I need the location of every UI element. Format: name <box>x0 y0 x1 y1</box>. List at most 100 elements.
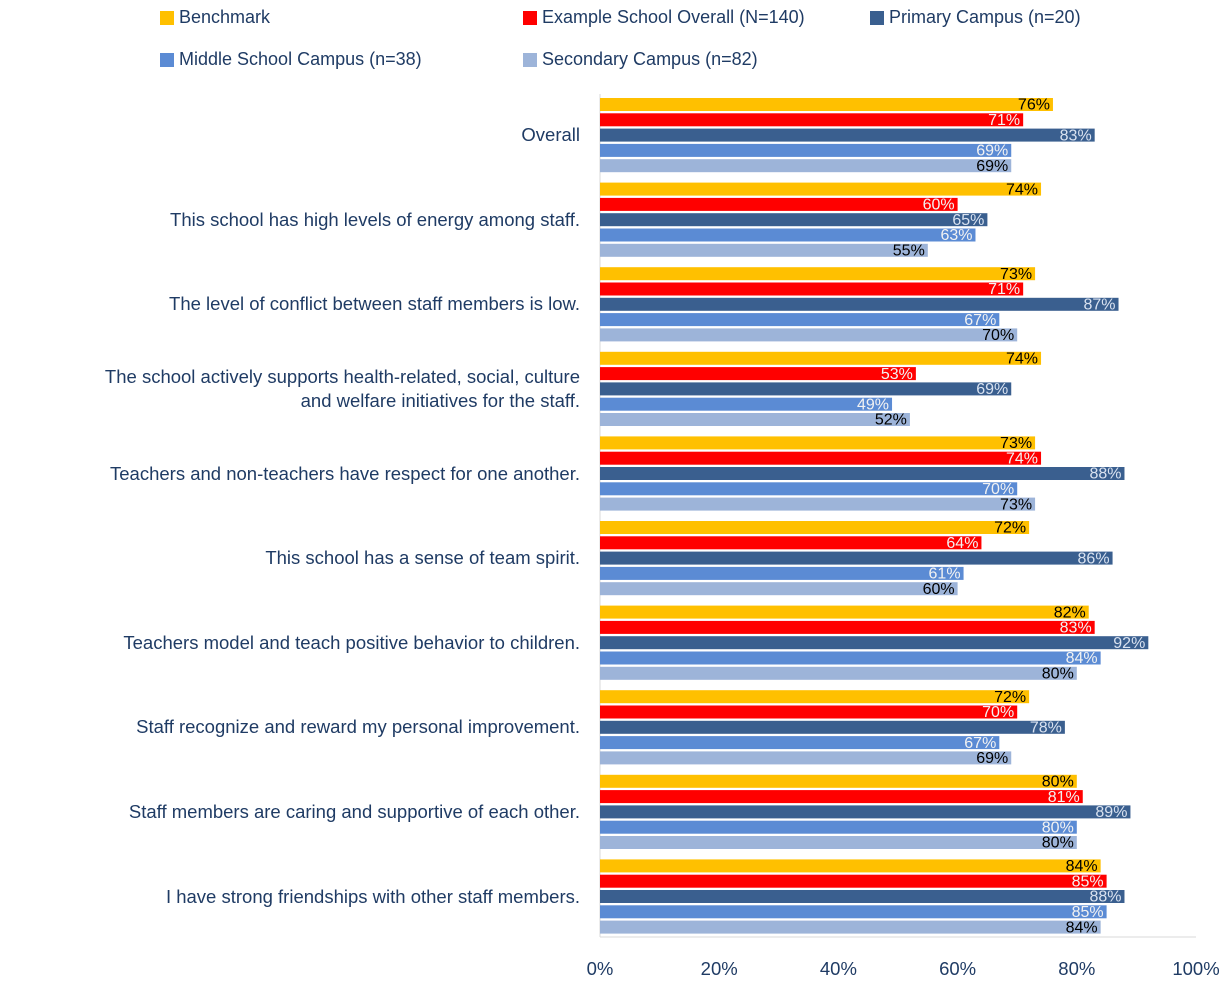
x-tick-label: 20% <box>701 958 738 979</box>
legend-swatch <box>160 11 174 25</box>
data-label: 81% <box>1048 789 1080 806</box>
data-label: 67% <box>964 312 996 329</box>
data-label: 80% <box>1042 774 1074 791</box>
bar <box>600 890 1125 903</box>
bar <box>600 582 958 596</box>
bar <box>600 367 916 381</box>
category-label: The school actively supports health-rela… <box>104 366 580 412</box>
data-label: 69% <box>976 158 1008 175</box>
bar <box>600 666 1077 680</box>
data-label: 53% <box>881 366 913 383</box>
data-label: 80% <box>1042 835 1074 852</box>
data-label: 60% <box>923 581 955 598</box>
data-label: 74% <box>1006 351 1038 368</box>
data-label: 84% <box>1066 919 1098 936</box>
data-label: 69% <box>976 381 1008 398</box>
data-label: 74% <box>1006 450 1038 467</box>
category-label: Staff members are caring and supportive … <box>128 801 580 823</box>
bar <box>600 836 1077 849</box>
data-label: 80% <box>1042 819 1074 836</box>
data-label: 78% <box>1030 720 1062 737</box>
data-label: 70% <box>982 704 1014 721</box>
data-label: 72% <box>994 520 1026 537</box>
data-label: 52% <box>875 412 907 429</box>
bar <box>600 436 1036 450</box>
bar <box>600 805 1131 819</box>
bar <box>600 636 1149 650</box>
data-label: 73% <box>1000 496 1032 513</box>
data-label: 61% <box>929 566 961 583</box>
bar <box>600 536 982 550</box>
data-label: 83% <box>1060 127 1092 144</box>
data-label: 70% <box>982 481 1014 498</box>
bar <box>600 720 1065 734</box>
category-label: This school has a sense of team spirit. <box>265 547 580 569</box>
x-tick-label: 80% <box>1058 958 1095 979</box>
legend-label: Benchmark <box>179 7 271 27</box>
bar <box>600 282 1024 296</box>
bar <box>600 98 1053 111</box>
category-label: The level of conflict between staff memb… <box>169 293 580 315</box>
bar <box>600 197 958 211</box>
data-label: 88% <box>1089 889 1121 906</box>
category-label: This school has high levels of energy am… <box>170 208 580 230</box>
category-label: I have strong friendships with other sta… <box>165 885 580 907</box>
bar <box>600 859 1101 873</box>
data-label: 73% <box>1000 266 1032 283</box>
data-label: 86% <box>1078 550 1110 567</box>
data-label: 71% <box>988 281 1020 298</box>
data-label: 83% <box>1060 620 1092 637</box>
bar <box>600 143 1012 157</box>
data-label: 65% <box>952 212 984 229</box>
bar <box>600 397 893 411</box>
bar <box>600 820 1077 834</box>
legend-label: Example School Overall (N=140) <box>542 7 805 27</box>
bar <box>600 113 1024 127</box>
bar <box>600 213 988 227</box>
bar <box>600 243 928 257</box>
data-label: 85% <box>1072 873 1104 890</box>
data-label: 84% <box>1066 650 1098 667</box>
bar <box>600 774 1077 788</box>
data-label: 76% <box>1018 97 1050 114</box>
bar <box>600 551 1113 565</box>
bar <box>600 705 1018 719</box>
bar <box>600 297 1119 311</box>
bar <box>600 351 1042 365</box>
legend-swatch <box>523 11 537 25</box>
bar <box>600 905 1107 919</box>
data-label: 82% <box>1054 604 1086 621</box>
legend-swatch <box>160 53 174 67</box>
data-label: 70% <box>982 327 1014 344</box>
bar <box>600 497 1036 511</box>
bar <box>600 566 964 580</box>
data-label: 71% <box>988 112 1020 129</box>
bar <box>600 920 1101 934</box>
legend-swatch <box>523 53 537 67</box>
bar <box>600 382 1012 396</box>
bar <box>600 182 1042 196</box>
bar <box>600 751 1012 765</box>
x-tick-label: 100% <box>1172 958 1219 979</box>
data-label: 73% <box>1000 435 1032 452</box>
bar <box>600 328 1018 342</box>
legend-label: Primary Campus (n=20) <box>889 7 1081 27</box>
bar <box>600 690 1030 704</box>
data-label: 69% <box>976 750 1008 767</box>
data-label: 69% <box>976 143 1008 160</box>
x-tick-label: 40% <box>820 958 857 979</box>
data-label: 55% <box>893 243 925 260</box>
data-label: 89% <box>1095 804 1127 821</box>
data-label: 88% <box>1089 466 1121 483</box>
bar <box>600 790 1083 804</box>
data-label: 64% <box>946 535 978 552</box>
category-label: Overall <box>521 124 580 146</box>
bar <box>600 651 1101 665</box>
data-label: 49% <box>857 396 889 413</box>
x-tick-label: 60% <box>939 958 976 979</box>
category-label: Teachers model and teach positive behavi… <box>123 631 580 653</box>
bar <box>600 451 1042 465</box>
data-label: 60% <box>923 197 955 214</box>
